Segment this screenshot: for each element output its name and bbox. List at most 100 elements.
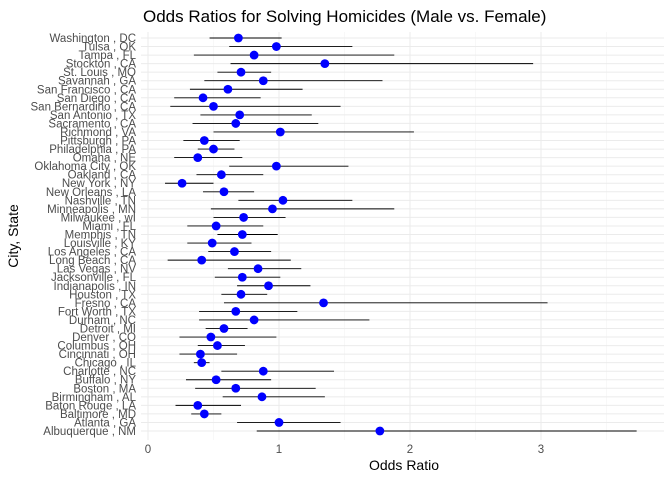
y-tick-label: Chicago , IL	[75, 358, 137, 370]
y-tick-label: Richmond , VA	[60, 127, 136, 139]
y-tick-label: Indianapolis , IN	[54, 281, 136, 293]
data-point	[257, 392, 267, 402]
y-tick-label: Los Angeles , CA	[48, 247, 137, 259]
data-point	[199, 136, 209, 145]
y-tick-label: Durham , NC	[69, 315, 136, 327]
data-point	[209, 144, 218, 154]
data-point	[235, 110, 245, 120]
data-point	[239, 213, 249, 222]
y-tick-label: Minneapolis , MN	[47, 204, 136, 216]
data-point	[275, 127, 285, 137]
x-tick-label: 2	[407, 444, 413, 456]
data-point	[231, 306, 241, 316]
data-point	[271, 42, 281, 51]
error-bars	[165, 37, 637, 432]
y-tick-label: Boston , MA	[73, 383, 136, 395]
data-point	[233, 33, 243, 43]
data-point	[197, 255, 207, 265]
x-axis-tick-labels: 0 1 2 3	[145, 444, 544, 456]
data-point	[236, 67, 246, 77]
y-tick-label: Memphis , TN	[65, 230, 136, 242]
data-point	[196, 349, 205, 359]
y-tick-label: New York , NY	[62, 178, 136, 190]
data-point	[253, 264, 263, 274]
y-tick-label: Omaha , NE	[73, 153, 137, 165]
data-point	[249, 50, 259, 60]
data-point	[231, 383, 241, 393]
x-axis-title: Odds Ratio	[369, 457, 439, 473]
y-tick-label: San Antonio , TX	[50, 110, 136, 122]
data-point	[219, 324, 229, 333]
y-tick-label: Denver , CO	[72, 332, 136, 344]
data-point	[211, 221, 221, 231]
y-tick-label: Fresno , CA	[75, 298, 137, 310]
y-tick-label: Houston , TX	[69, 289, 136, 301]
data-point	[237, 272, 247, 282]
data-point	[278, 195, 288, 205]
data-point	[177, 178, 187, 188]
y-tick-label: Oklahoma City , OK	[34, 161, 136, 173]
y-tick-label: San Diego , CA	[57, 93, 137, 105]
data-point	[264, 281, 273, 291]
y-tick-label: Charlotte , NC	[63, 366, 136, 378]
data-point	[198, 93, 208, 103]
data-point	[209, 101, 218, 111]
x-tick-label: 1	[276, 444, 282, 456]
data-point	[237, 230, 247, 239]
data-point	[274, 418, 284, 427]
y-tick-label: Stockton , CA	[66, 59, 137, 71]
y-tick-label: Atlanta , GA	[74, 417, 136, 429]
data-point	[230, 247, 239, 256]
data-point	[216, 170, 226, 180]
y-tick-label: Savannah , GA	[58, 76, 136, 88]
y-tick-label: Cincinnati , OH	[59, 349, 136, 361]
y-tick-label: Tampa , FL	[78, 50, 136, 62]
data-point	[258, 76, 268, 86]
y-tick-label: St. Louis , MO	[63, 67, 136, 79]
chart-title: Odds Ratios for Solving Homicides (Male …	[143, 7, 546, 26]
y-tick-label: Long Beach , CA	[49, 255, 136, 267]
y-tick-label: Philadelphia , PA	[49, 144, 136, 156]
y-tick-label: Nashville , TN	[65, 195, 136, 207]
data-point	[271, 161, 281, 171]
data-point	[219, 187, 229, 197]
y-tick-label: Birmingham , AL	[52, 392, 137, 404]
y-tick-label: Sacramento , CA	[48, 118, 136, 130]
data-point	[197, 358, 207, 368]
data-points	[177, 33, 385, 436]
y-tick-label: Columbus , OH	[57, 341, 136, 353]
y-tick-label: Baton Rouge , LA	[45, 400, 136, 412]
y-tick-label: Miami , FL	[82, 221, 136, 233]
y-tick-label: Fort Worth , TX	[58, 306, 137, 318]
y-tick-label: Milwaukee , wI	[61, 212, 136, 224]
y-tick-label: Louisville , KY	[64, 238, 137, 250]
data-point	[223, 84, 233, 94]
data-point	[199, 409, 209, 419]
y-axis-title: City, State	[5, 204, 21, 268]
data-point	[213, 341, 222, 350]
data-point	[258, 366, 268, 376]
data-point	[207, 238, 217, 248]
x-tick-label: 0	[145, 444, 151, 456]
data-point	[375, 426, 385, 436]
data-point	[319, 298, 328, 308]
y-tick-label: San Francisco , CA	[37, 84, 136, 96]
data-point	[249, 315, 259, 325]
data-point	[236, 289, 246, 299]
y-tick-label: Oakland , CA	[68, 170, 137, 182]
y-tick-label: Baltimore , MD	[60, 409, 136, 421]
y-tick-label: Tulsa , OK	[82, 42, 136, 54]
data-point	[268, 204, 277, 214]
data-point	[211, 375, 221, 385]
data-point	[231, 119, 241, 128]
y-tick-label: Pittsburgh , PA	[60, 136, 136, 148]
data-point	[193, 153, 203, 163]
y-tick-label: Albuquerque , NM	[43, 426, 136, 438]
y-tick-label: Jacksonville , FL	[51, 272, 137, 284]
data-point	[206, 332, 216, 342]
y-tick-label: San Bernardino , CA	[31, 101, 137, 113]
y-tick-label: Detroit , MI	[80, 323, 136, 335]
